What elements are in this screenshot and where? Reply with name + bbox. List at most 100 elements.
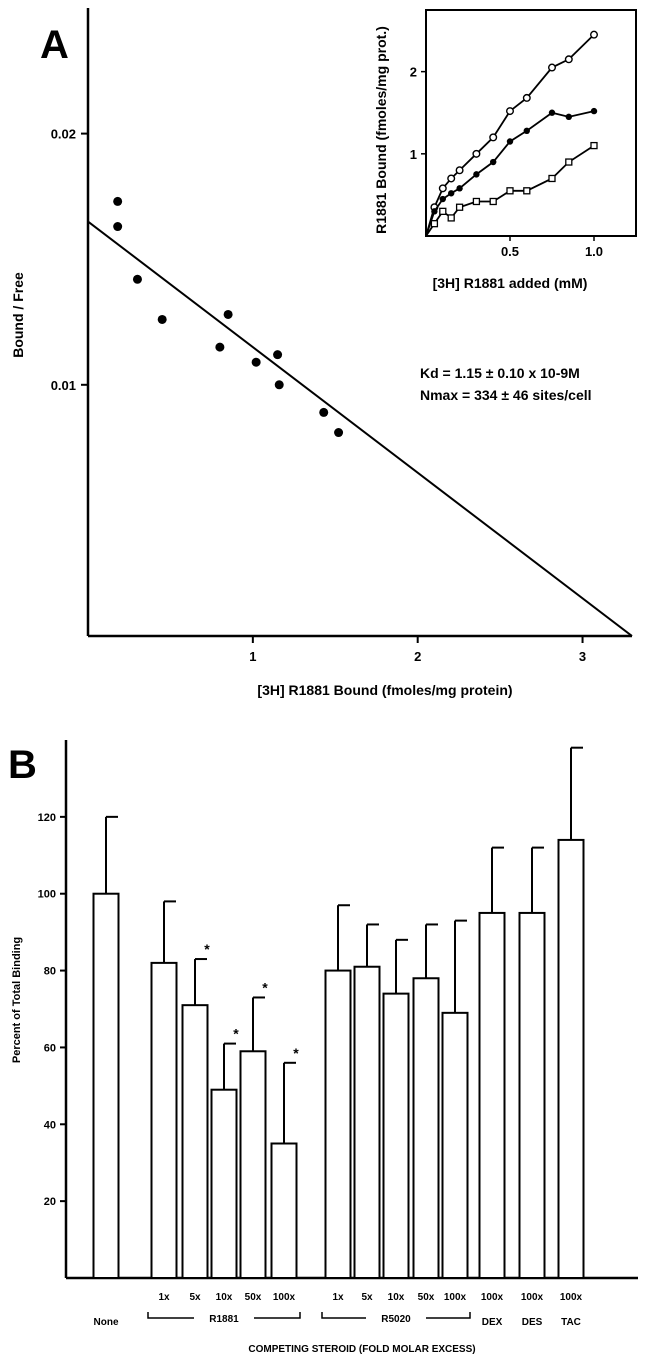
bar — [382, 992, 410, 1280]
group-label: DEX — [482, 1317, 503, 1328]
significance-star: * — [262, 979, 268, 995]
inset-point-open-square — [590, 141, 598, 150]
inset-point-open-square — [506, 187, 514, 195]
fit-line — [87, 220, 633, 637]
inset-chart: 0.5 1.0 1 2 — [410, 9, 637, 259]
bar — [181, 1004, 209, 1280]
panel-a: 1 2 3 0.01 0.02 — [51, 8, 633, 664]
panel-a-x-tick-label: 1 — [249, 649, 256, 664]
inset-point-open-circle — [489, 133, 498, 142]
group-bracket — [147, 1312, 301, 1319]
inset-point-open-circle — [447, 174, 456, 183]
panel-b-y-tick-label: 20 — [44, 1196, 56, 1208]
data-point — [251, 357, 261, 367]
bar-dose-label: 100x — [273, 1292, 296, 1303]
data-point — [223, 309, 233, 319]
bar — [412, 977, 440, 1279]
bar — [239, 1050, 267, 1280]
bar — [150, 961, 178, 1280]
panel-b: 20 40 60 80 100 120 1x * 5x * 10x * 50x * 100x 1x 5x 10x 5… — [38, 740, 638, 1328]
inset-point-open-circle — [438, 184, 447, 193]
inset-y-tick-label: 1 — [410, 147, 417, 162]
inset-y-tick-label: 2 — [410, 65, 417, 80]
inset-point-open-square — [472, 197, 481, 206]
group-label: R1881 — [209, 1314, 239, 1325]
panel-b-y-tick-label: 120 — [38, 812, 56, 824]
panel-b-y-tick-label: 80 — [44, 966, 56, 978]
significance-star: * — [293, 1045, 299, 1061]
panel-a-x-tick-label: 3 — [579, 649, 586, 664]
data-point — [334, 428, 344, 438]
inset-point-open-circle — [506, 107, 515, 116]
inset-point-open-circle — [522, 93, 531, 102]
bar-dose-label: 1x — [158, 1292, 170, 1303]
inset-point-open-circle — [548, 63, 557, 72]
inset-series-line — [425, 34, 595, 237]
none-label: None — [94, 1317, 119, 1328]
inset-point-filled-circle — [506, 138, 514, 145]
significance-star: * — [204, 941, 210, 957]
bar-dose-label: 50x — [418, 1292, 435, 1303]
bar-dose-label: 10x — [216, 1292, 233, 1303]
bar — [353, 965, 381, 1279]
panel-b-y-tick-label: 40 — [44, 1119, 56, 1131]
bar — [270, 1142, 298, 1279]
inset-frame — [425, 9, 637, 237]
inset-point-filled-circle — [439, 195, 446, 203]
bar — [557, 838, 585, 1280]
inset-point-open-circle — [590, 30, 599, 39]
bar-dose-label: 50x — [245, 1292, 262, 1303]
bar-dose-label: 5x — [189, 1292, 201, 1303]
data-point — [132, 274, 142, 284]
panel-b-y-tick-label: 60 — [44, 1042, 56, 1054]
group-label: R5020 — [381, 1314, 411, 1325]
bar-dose-label: 100x — [444, 1292, 467, 1303]
inset-point-open-square — [430, 220, 439, 228]
data-point — [157, 314, 167, 324]
bar-dose-label: 100x — [560, 1292, 583, 1303]
data-point — [113, 222, 123, 232]
panel-a-y-tick-label: 0.01 — [51, 378, 76, 393]
inset-y-axis-title: R1881 Bound (fmoles/mg prot.) — [373, 26, 389, 234]
data-point — [113, 196, 123, 206]
inset-x-tick-label: 0.5 — [501, 244, 519, 259]
group-label: DES — [522, 1317, 543, 1328]
panel-a-x-axis-title: [3H] R1881 Bound (fmoles/mg protein) — [257, 682, 512, 698]
inset-x-axis-title: [3H] R1881 added (mM) — [433, 275, 588, 291]
inset-point-filled-circle — [431, 208, 438, 215]
panel-b-y-axis-title: Percent of Total Binding — [11, 937, 23, 1063]
group-label: TAC — [561, 1317, 581, 1328]
data-point — [273, 350, 283, 360]
panel-a-y-axis-title: Bound / Free — [10, 272, 26, 358]
bar — [92, 892, 120, 1279]
inset-point-filled-circle — [523, 127, 530, 135]
inset-x-tick-label: 1.0 — [585, 244, 603, 259]
bar — [210, 1088, 238, 1279]
inset-point-open-square — [489, 197, 497, 206]
inset-point-open-square — [447, 214, 455, 222]
bar — [441, 1011, 469, 1279]
inset-point-filled-circle — [456, 185, 463, 192]
data-point — [215, 342, 225, 352]
inset-point-filled-circle — [590, 107, 598, 115]
inset-point-open-square — [565, 158, 573, 166]
panel-letter-b: B — [8, 743, 37, 787]
inset-point-open-circle — [564, 55, 573, 64]
panel-letter-a: A — [40, 23, 69, 67]
significance-star: * — [233, 1026, 239, 1042]
group-bracket — [321, 1312, 471, 1319]
kd-annotation: Kd = 1.15 ± 0.10 x 10-9M — [420, 365, 580, 381]
bar-dose-label: 5x — [361, 1292, 373, 1303]
inset-point-open-circle — [472, 149, 481, 158]
inset-point-filled-circle — [490, 158, 497, 166]
inset-point-filled-circle — [548, 109, 556, 116]
bar — [518, 911, 546, 1280]
inset-point-open-circle — [455, 166, 464, 175]
inset-point-filled-circle — [565, 113, 572, 121]
inset-point-filled-circle — [448, 190, 455, 197]
panel-b-y-tick-label: 100 — [38, 889, 56, 901]
inset-point-open-square — [523, 187, 531, 195]
bar-dose-label: 10x — [388, 1292, 405, 1303]
panel-a-y-tick-label: 0.02 — [51, 127, 76, 142]
